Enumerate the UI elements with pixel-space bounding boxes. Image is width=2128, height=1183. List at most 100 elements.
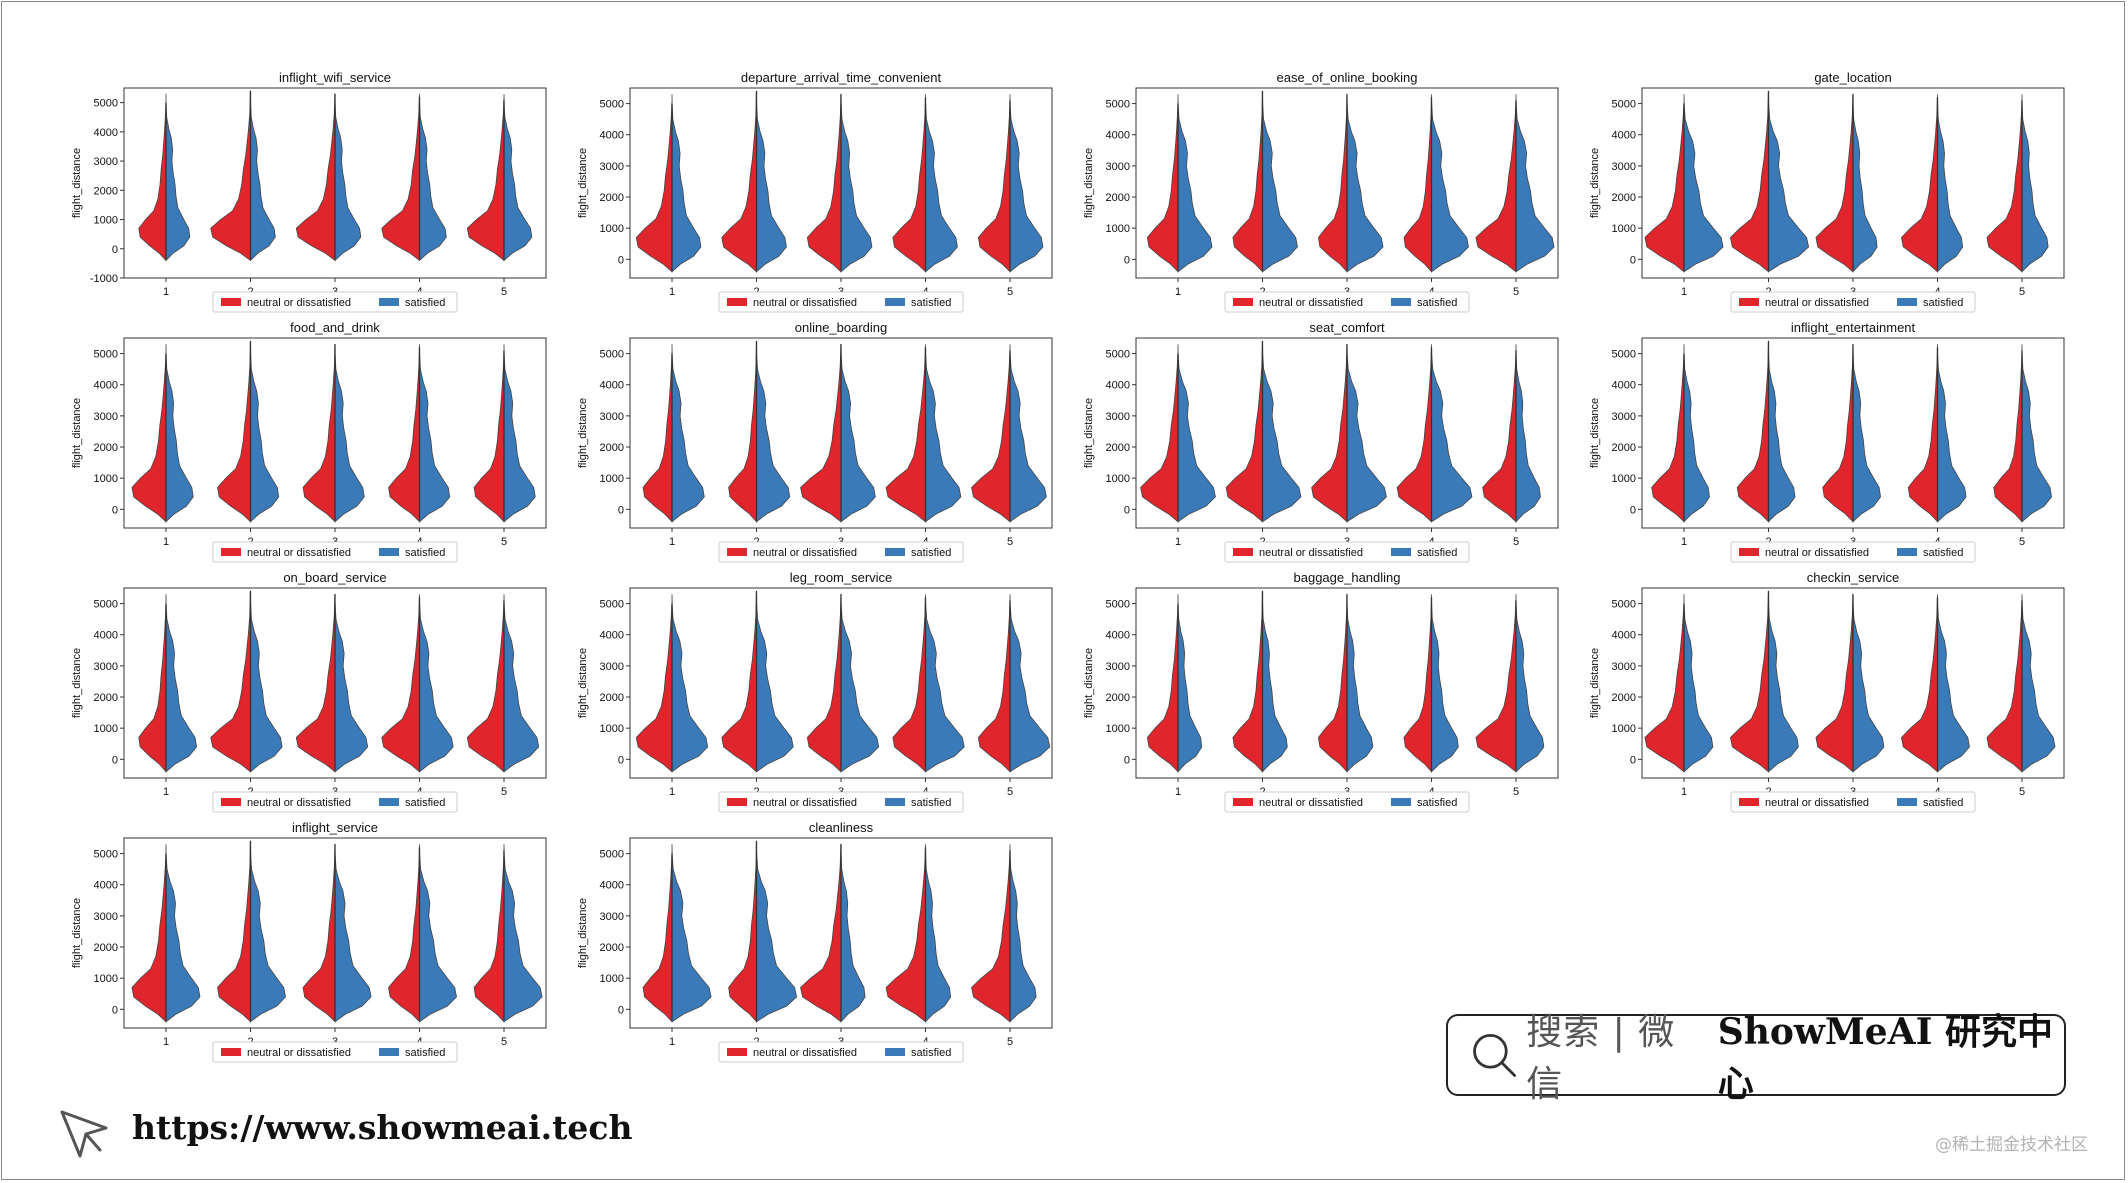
legend-box [718,1041,964,1063]
legend-swatch-neutral [221,548,241,556]
y-tick-label: 1000 [600,723,624,735]
x-tick-label: 5 [1007,286,1013,298]
y-axis-label: flight_distance [1589,398,1601,468]
violin-half-neutral [1475,100,1517,273]
subplot-gate_location: gate_location flight_distance 0 1000 2000 300… [1589,70,2065,313]
violin-half-satisfied [840,94,873,273]
subplot-title: cleanliness [809,820,874,835]
violin-half-neutral [1232,90,1263,273]
violin-half-neutral [466,600,505,773]
legend-label-neutral: neutral or dissatisfied [247,547,351,559]
y-tick-label: 4000 [94,880,118,892]
y-tick-label: 3000 [94,911,118,923]
violin-half-neutral [1644,103,1685,273]
violin-half-neutral [131,853,167,1023]
violin-half-satisfied [1768,341,1796,523]
legend-swatch-neutral [221,798,241,806]
x-tick-label: 1 [1175,286,1181,298]
y-tick-label: 1000 [94,973,118,985]
y-tick-label: 2000 [94,185,118,197]
search-box[interactable]: 搜索 | 微信 ShowMeAI 研究中心 [1446,1011,2066,1105]
violin-half-satisfied [1515,344,1541,523]
legend-box [212,541,458,563]
y-tick-label: 1000 [94,473,118,485]
violin-half-satisfied [250,341,280,523]
x-tick-label: 1 [1681,786,1687,798]
subplot-title: ease_of_online_booking [1277,70,1418,85]
watermark: @稀土掘金技术社区 [1935,1135,2088,1155]
legend-label-neutral: neutral or dissatisfied [1765,297,1869,309]
violin-half-satisfied [2021,94,2049,273]
y-tick-label: 4000 [1106,130,1130,142]
legend-label-satisfied: satisfied [911,1047,951,1059]
legend-swatch-satisfied [379,1048,399,1056]
legend: neutral or dissatisfied satisfied [212,791,458,813]
violin-half-neutral [892,96,926,273]
violin-half-neutral [635,603,673,773]
legend-swatch-satisfied [885,548,905,556]
violin-half-satisfied [334,344,365,523]
violin-half-neutral [1736,340,1769,523]
violin-half-neutral [1986,600,2023,773]
legend-swatch-neutral [1233,798,1253,806]
violin-half-satisfied [1768,91,1810,273]
y-tick-label: 2000 [94,692,118,704]
y-axis-label: flight_distance [1589,648,1601,718]
y-axis-label: flight_distance [1083,398,1095,468]
x-tick-label: 1 [1175,536,1181,548]
subplot-checkin_service: checkin_service flight_distance 0 1000 2000 3… [1589,570,2065,813]
violin-half-satisfied [1515,94,1555,273]
legend-box [1224,791,1470,813]
violin-half-neutral [1140,353,1179,523]
violin-half-neutral [138,102,167,262]
violin-half-neutral [885,346,926,523]
legend-box [718,791,964,813]
violin-half-satisfied [419,594,454,773]
violin-half-satisfied [1262,91,1298,273]
y-axis-label: flight_distance [1083,148,1095,218]
subplot-inflight_wifi_service: inflight_wifi_service flight_distance -100… [71,70,547,313]
y-tick-label: 4000 [94,127,118,139]
y-tick-label: 5000 [94,849,118,861]
legend-box [718,291,964,313]
legend-label-neutral: neutral or dissatisfied [1259,297,1363,309]
violin-half-satisfied [840,594,880,773]
violin-half-satisfied [671,594,709,773]
violin-half-neutral [1403,596,1432,773]
y-tick-label: 3000 [1612,661,1636,673]
y-tick-label: 2000 [600,692,624,704]
y-tick-label: 1000 [600,473,624,485]
violin-half-neutral [635,103,673,273]
legend-label-neutral: neutral or dissatisfied [247,297,351,309]
legend-swatch-satisfied [1897,798,1917,806]
violin-half-satisfied [1009,594,1051,773]
y-tick-label: 5000 [1612,349,1636,361]
y-tick-label: 3000 [600,661,624,673]
x-tick-label: 1 [669,536,675,548]
footer-url-link[interactable]: https://www.showmeai.tech [132,1108,633,1147]
x-tick-label: 5 [1513,536,1519,548]
violin-half-neutral [295,593,336,773]
y-tick-label: 4000 [1612,380,1636,392]
subplot-on_board_service: on_board_service flight_distance 0 1000 2000… [71,570,547,813]
y-tick-label: 0 [1630,504,1636,516]
violin-half-neutral [1644,603,1685,773]
x-tick-label: 5 [501,1036,507,1048]
y-tick-label: 3000 [94,156,118,168]
y-tick-label: 5000 [1612,599,1636,611]
violin-half-neutral [1822,343,1854,523]
subplot-title: inflight_wifi_service [279,70,391,85]
violin-half-satisfied [1683,594,1714,773]
violin-half-neutral [1993,350,2023,523]
legend: neutral or dissatisfied satisfied [1730,291,1976,313]
legend-box [1730,541,1976,563]
violin-half-neutral [721,90,757,273]
y-axis-label: flight_distance [71,148,83,218]
violin-half-satisfied [334,844,372,1023]
violin-half-neutral [1475,600,1517,773]
violin-half-neutral [295,93,336,262]
y-tick-label: 3000 [1106,161,1130,173]
violin-half-neutral [728,340,757,523]
y-tick-label: 0 [1124,254,1130,266]
violin-half-neutral [721,590,757,773]
